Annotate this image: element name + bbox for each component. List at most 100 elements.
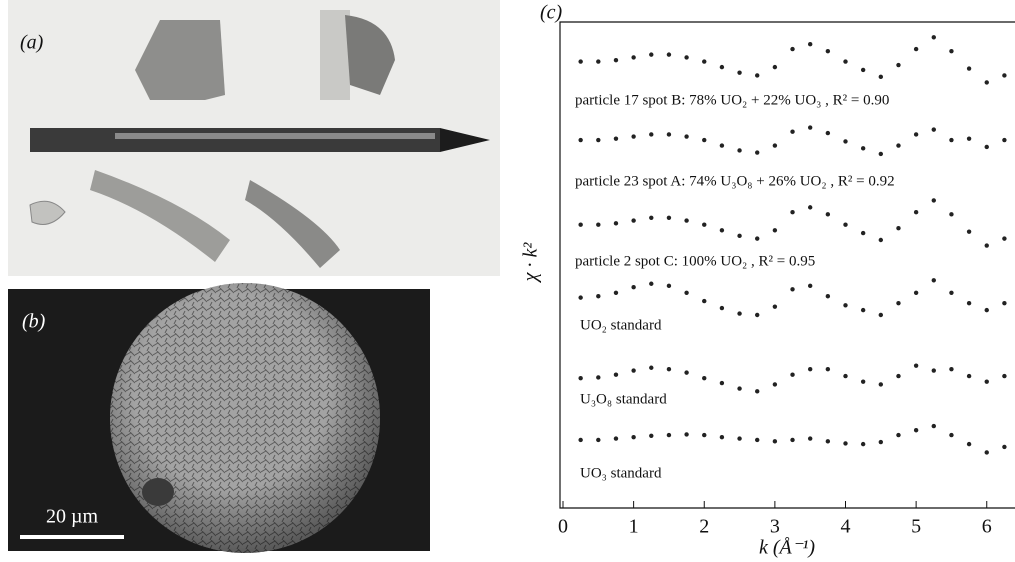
data-point: [772, 439, 778, 444]
data-point: [931, 35, 936, 40]
data-point: [966, 229, 972, 234]
data-point: [772, 304, 778, 309]
data-point: [825, 366, 831, 372]
data-point: [631, 434, 636, 440]
data-point: [931, 368, 936, 373]
data-point: [596, 59, 601, 64]
data-point: [737, 386, 742, 391]
annotation: particle 2 spot C: 100% UO₂ , R² = 0.95: [575, 253, 815, 269]
data-point: [666, 52, 672, 57]
data-point: [931, 423, 936, 429]
data-point: [807, 436, 813, 441]
data-point: [596, 437, 601, 443]
data-point: [896, 373, 901, 379]
data-point: [896, 62, 901, 68]
data-point: [790, 129, 795, 134]
data-point: [913, 428, 919, 433]
data-point: [966, 66, 972, 71]
data-point: [913, 290, 919, 295]
data-point: [719, 64, 725, 70]
data-point: [1002, 444, 1007, 450]
data-point: [649, 281, 654, 286]
data-point: [896, 226, 901, 231]
data-point: [966, 441, 972, 447]
data-point: [913, 210, 919, 215]
data-point: [843, 59, 848, 64]
data-point: [702, 137, 707, 143]
data-point: [790, 210, 795, 215]
data-point: [860, 441, 866, 447]
data-point: [984, 80, 989, 85]
data-point: [578, 295, 583, 300]
annotation: UO₃ standard: [580, 465, 662, 481]
data-point: [737, 148, 742, 153]
data-point: [772, 143, 778, 148]
data-point: [825, 294, 831, 299]
data-point: [1002, 236, 1007, 241]
data-point: [860, 230, 866, 236]
data-point: [613, 221, 619, 226]
data-point: [666, 432, 672, 438]
data-point: [578, 437, 583, 443]
data-point: [737, 233, 742, 239]
data-point: [878, 237, 884, 243]
data-point: [807, 125, 813, 130]
data-point: [878, 312, 884, 318]
data-point: [702, 298, 707, 304]
data-point: [807, 42, 813, 47]
annotation: particle 17 spot B: 78% UO₂ + 22% UO₃ , …: [575, 92, 889, 108]
data-point: [878, 74, 884, 80]
x-tick-label: 1: [629, 516, 639, 538]
data-point: [843, 139, 848, 144]
data-point: [984, 243, 989, 248]
x-axis-label: k (Å⁻¹): [759, 537, 815, 559]
data-point: [596, 222, 601, 227]
x-tick-label: 3: [770, 516, 780, 538]
data-point: [949, 137, 954, 143]
data-point: [772, 64, 778, 70]
data-point: [843, 303, 848, 308]
data-point: [843, 373, 848, 379]
data-point: [1002, 137, 1007, 143]
x-tick-label: 4: [841, 516, 851, 538]
data-point: [913, 132, 919, 137]
data-point: [719, 434, 725, 440]
data-point: [949, 366, 954, 372]
data-point: [755, 437, 760, 443]
data-point: [684, 432, 689, 437]
data-point: [737, 70, 742, 75]
data-point: [949, 48, 954, 54]
data-point: [790, 46, 795, 52]
data-point: [772, 382, 778, 387]
data-point: [666, 215, 672, 220]
data-point: [966, 136, 972, 141]
data-point: [719, 305, 725, 311]
data-point: [772, 228, 778, 233]
data-point: [807, 366, 813, 372]
data-point: [1002, 73, 1007, 78]
data-point: [702, 222, 707, 227]
panel-label: (b): [22, 311, 46, 333]
data-point: [843, 222, 848, 227]
data-point: [719, 380, 725, 386]
data-point: [596, 294, 601, 299]
data-point: [684, 134, 689, 139]
data-point: [1002, 373, 1007, 379]
data-point: [949, 212, 954, 217]
data-point: [807, 205, 813, 210]
data-point: [755, 150, 760, 155]
data-point: [1002, 300, 1007, 306]
annotation: particle 23 spot A: 74% U₃O₈ + 26% UO₂ ,…: [575, 173, 895, 189]
data-point: [666, 366, 672, 372]
data-point: [684, 290, 689, 295]
data-point: [949, 290, 954, 295]
data-point: [949, 432, 954, 438]
data-point: [613, 372, 619, 377]
data-point: [984, 144, 989, 150]
data-point: [578, 137, 583, 143]
data-point: [578, 59, 583, 64]
data-point: [631, 218, 636, 223]
data-point: [878, 382, 884, 387]
x-tick-label: 6: [982, 516, 992, 538]
data-point: [790, 287, 795, 292]
